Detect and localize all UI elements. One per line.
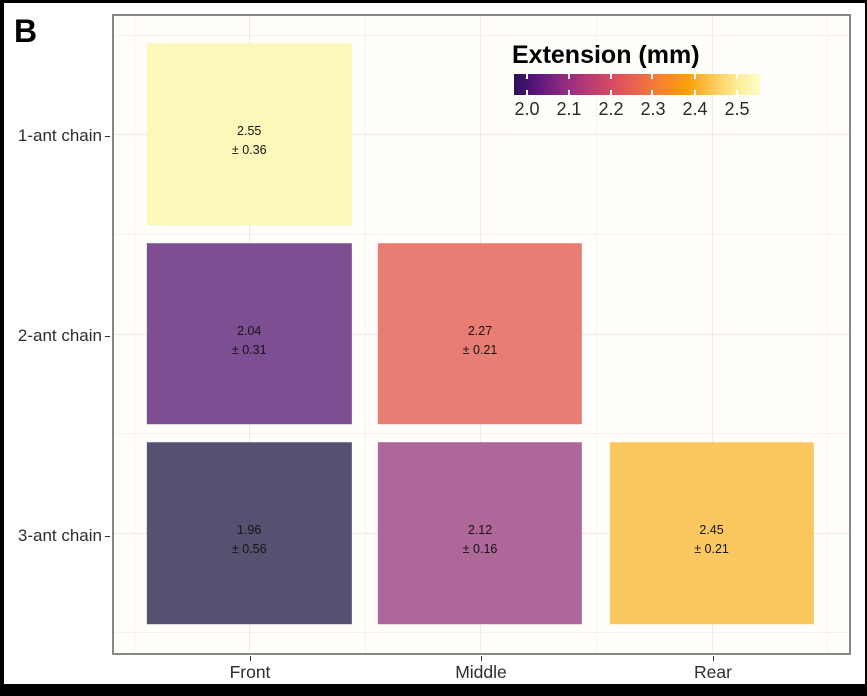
tile-mean-value: 2.04	[237, 323, 262, 338]
tile-mean-value: 2.27	[467, 323, 493, 338]
legend-tick	[693, 74, 696, 79]
gridline-minor	[364, 16, 366, 653]
gridline-minor	[114, 35, 849, 37]
tile-sd-value: ± 0.36	[231, 143, 267, 158]
tile-value-text: 2.55 ± 0.36	[232, 122, 267, 160]
gridline-minor	[114, 631, 849, 633]
legend-title: Extension (mm)	[512, 41, 700, 69]
tile-value-text: 2.12 ± 0.16	[463, 521, 498, 559]
legend-tick-label: 2.5	[724, 99, 750, 119]
y-axis-tick	[105, 136, 110, 137]
y-axis-tick	[105, 336, 110, 337]
tile-value-text: 2.27 ± 0.21	[463, 322, 498, 360]
gridline-minor	[826, 16, 828, 653]
x-axis-tick	[713, 656, 714, 661]
x-axis-label-rear: Rear	[694, 662, 732, 682]
legend-tick	[568, 74, 571, 79]
tile-sd-value: ± 0.31	[231, 342, 267, 357]
gridline-minor	[114, 433, 849, 435]
legend-tick	[568, 90, 571, 95]
gridline-minor	[133, 16, 135, 653]
y-axis-tick	[105, 536, 110, 537]
legend-tick	[693, 90, 696, 95]
heatmap-tile-1ant-front: 2.55 ± 0.36	[147, 43, 352, 226]
legend-tick	[526, 74, 529, 79]
heatmap-tile-3ant-rear: 2.45 ± 0.21	[609, 442, 814, 624]
legend-tick-label: 2.2	[598, 99, 624, 119]
x-axis-tick	[481, 656, 482, 661]
gridline-major	[711, 16, 713, 653]
x-axis-tick	[250, 656, 251, 661]
legend-tick	[651, 90, 654, 95]
heatmap-tile-3ant-front: 1.96 ± 0.56	[147, 442, 352, 624]
legend-gradient	[514, 74, 760, 95]
gridline-minor	[114, 233, 849, 235]
gridline-minor	[596, 16, 598, 653]
heatmap-tile-3ant-middle: 2.12 ± 0.16	[377, 442, 583, 624]
y-axis-label-3ant: 3-ant chain	[17, 526, 102, 545]
tile-value-text: 1.96 ± 0.56	[232, 521, 267, 559]
legend-tick-label: 2.3	[640, 99, 666, 119]
legend-tick	[735, 90, 738, 95]
tile-sd-value: ± 0.21	[694, 542, 729, 557]
y-axis-label-2ant: 2-ant chain	[17, 326, 102, 345]
legend-tick-label: 2.0	[514, 99, 540, 119]
legend-tick	[610, 90, 613, 95]
legend-tick	[735, 74, 738, 79]
x-axis-label-front: Front	[229, 662, 271, 682]
tile-sd-value: ± 0.21	[462, 342, 498, 357]
plot-panel: 2.55 ± 0.36 2.04 ± 0.31 2.27 ± 0.21 1.96…	[112, 14, 851, 655]
y-axis-label-1ant: 1-ant chain	[17, 126, 102, 145]
tile-sd-value: ± 0.16	[462, 542, 498, 557]
tile-mean-value: 2.55	[237, 124, 262, 139]
tile-mean-value: 2.45	[699, 523, 724, 538]
tile-mean-value: 2.12	[467, 523, 493, 538]
legend-tick	[651, 74, 654, 79]
tile-sd-value: ± 0.56	[231, 542, 267, 557]
gridline-major	[114, 134, 849, 136]
heatmap-tile-2ant-middle: 2.27 ± 0.21	[377, 243, 583, 425]
tile-value-text: 2.04 ± 0.31	[232, 322, 267, 360]
tile-mean-value: 1.96	[237, 523, 262, 538]
figure-label: B	[14, 13, 38, 49]
legend-tick-label: 2.4	[682, 99, 708, 119]
heatmap-tile-2ant-front: 2.04 ± 0.31	[147, 243, 352, 425]
x-axis-label-middle: Middle	[455, 662, 507, 682]
legend-tick-label: 2.1	[556, 99, 582, 119]
tile-value-text: 2.45 ± 0.21	[694, 521, 729, 559]
legend-tick	[610, 74, 613, 79]
legend-tick	[526, 90, 529, 95]
